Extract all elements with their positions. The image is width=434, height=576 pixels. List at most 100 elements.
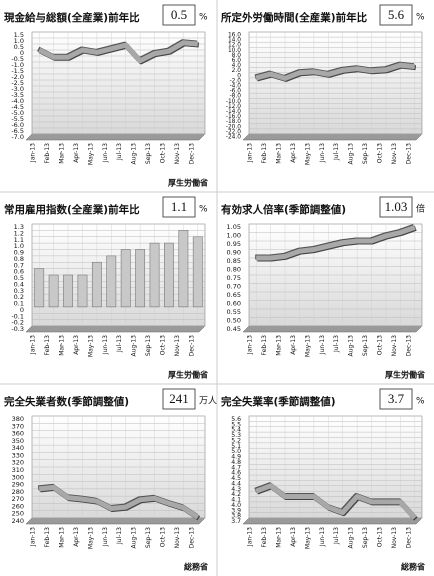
x-tick-label: Mar-13 [276, 527, 283, 548]
y-tick-label: -6.0 [230, 89, 242, 95]
x-tick-label: Mar-13 [59, 335, 66, 356]
x-tick-label: Feb-13 [44, 335, 51, 356]
x-tick-label: Aug-13 [348, 335, 355, 357]
headline-value: 241 [169, 391, 189, 406]
x-tick-label: Sep-13 [362, 527, 369, 548]
y-tick-label: 0.60 [227, 300, 241, 308]
x-tick-label: Oct-13 [159, 527, 166, 547]
x-tick-label: Aug-13 [131, 527, 138, 549]
x-tick-label: Jun-13 [102, 143, 109, 163]
y-tick-label: 240 [12, 517, 24, 525]
y-tick-label: 0.85 [227, 257, 241, 265]
y-tick-label: -20.0 [226, 124, 241, 130]
y-tick-label: 5.1 [231, 443, 241, 450]
y-tick-label: 0.2 [14, 293, 24, 301]
x-tick-label: Dec-13 [405, 527, 412, 549]
y-tick-label: -2.0 [11, 73, 24, 81]
headline-value: 0.5 [171, 7, 187, 22]
bar [192, 236, 203, 308]
y-tick-label: 0.90 [227, 249, 241, 257]
y-tick-label: -16.0 [226, 114, 241, 120]
y-tick-label: 0.1 [14, 300, 24, 308]
y-tick-label: 0.5 [14, 43, 24, 51]
x-tick-label: Nov-13 [174, 143, 181, 165]
bar [178, 230, 189, 308]
unit: 倍 [416, 203, 425, 215]
bar [164, 242, 174, 308]
y-tick-label: 4.6 [231, 470, 241, 477]
y-tick-label: -3.5 [11, 91, 24, 99]
chart-title: 現金給与総額(全産業)前年比 [4, 11, 140, 24]
y-tick-label: -1.0 [11, 61, 24, 69]
x-tick-label: May-13 [87, 527, 94, 549]
x-tick-label: Apr-13 [73, 143, 80, 163]
y-tick-label: 3.7 [231, 518, 241, 525]
bar [63, 274, 73, 308]
x-tick-label: Jan-13 [30, 527, 37, 547]
plot-floor [25, 325, 206, 333]
y-tick-label: 380 [12, 415, 24, 423]
y-tick-label: 0.3 [14, 287, 24, 295]
x-tick-label: Jun-13 [319, 527, 326, 547]
y-tick-label: -4.5 [11, 103, 24, 111]
x-tick-label: Sep-13 [145, 335, 152, 356]
x-tick-label: Jun-13 [102, 335, 109, 355]
x-tick-label: Sep-13 [362, 143, 369, 164]
y-tick-label: 0.5 [14, 274, 24, 282]
unit: 万人 [199, 396, 217, 407]
chart-title: 所定外労働時間(全産業)前年比 [221, 11, 368, 24]
x-tick-label: Aug-13 [131, 335, 138, 357]
x-tick-label: Nov-13 [391, 527, 398, 549]
x-tick-label: Apr-13 [73, 335, 80, 355]
x-tick-label: Feb-13 [44, 527, 51, 548]
x-tick-label: Mar-13 [59, 527, 66, 548]
y-tick-label: -7.0 [11, 133, 24, 141]
x-tick-label: Jan-13 [247, 143, 254, 163]
y-tick-label: -4.0 [11, 97, 24, 105]
y-tick-label: 4.0 [231, 502, 241, 509]
y-tick-label: 16.0 [228, 33, 241, 39]
x-tick-label: Dec-13 [405, 335, 412, 357]
x-tick-label: Jul-13 [333, 527, 340, 545]
y-tick-label: 300 [12, 473, 24, 481]
unit: % [199, 205, 208, 215]
y-tick-label: 8.0 [232, 53, 242, 59]
x-tick-label: Oct-13 [376, 143, 383, 163]
y-tick-label: 4.5 [231, 475, 241, 482]
x-tick-label: Nov-13 [174, 335, 181, 357]
y-tick-label: 0.45 [227, 325, 241, 333]
x-tick-label: Jul-13 [333, 335, 340, 353]
x-tick-label: Aug-13 [348, 143, 355, 165]
x-tick-label: Aug-13 [131, 143, 138, 165]
y-tick-label: 0.4 [14, 280, 24, 288]
y-tick-label: 0.65 [227, 291, 241, 299]
y-tick-label: 1.2 [14, 229, 24, 237]
x-tick-label: Feb-13 [261, 143, 268, 164]
y-tick-label: 5.5 [231, 421, 241, 428]
x-tick-label: Feb-13 [44, 143, 51, 164]
y-tick-label: 340 [12, 444, 24, 452]
y-tick-label: 4.3 [231, 486, 241, 493]
y-tick-label: 0.7 [14, 261, 24, 269]
y-tick-label: 310 [12, 466, 24, 474]
x-tick-label: Nov-13 [391, 335, 398, 357]
y-tick-label: -14.0 [226, 109, 241, 115]
x-tick-label: Feb-13 [261, 527, 268, 548]
y-tick-label: 1.0 [14, 37, 24, 45]
value-box [162, 388, 196, 410]
chart-title: 有効求人倍率(季節調整値) [221, 203, 346, 216]
x-tick-label: Jul-13 [333, 143, 340, 161]
x-tick-label: May-13 [87, 335, 94, 357]
y-tick-label: 0.80 [227, 266, 241, 274]
unit: % [416, 13, 425, 23]
y-tick-label: 0 [20, 306, 24, 314]
y-tick-label: 5.3 [231, 432, 241, 439]
plot-floor [25, 133, 206, 141]
x-tick-label: Sep-13 [145, 143, 152, 164]
plot-floor [242, 133, 423, 141]
source: 厚生労働省 [168, 178, 208, 188]
y-tick-label: 10.0 [228, 48, 241, 54]
chart-panel: 完全失業率(季節調整値) 3.7 %総務省3.73.83.94.04.14.24.3… [221, 388, 425, 572]
x-tick-label: Jan-13 [247, 335, 254, 355]
x-tick-label: Feb-13 [261, 335, 268, 356]
